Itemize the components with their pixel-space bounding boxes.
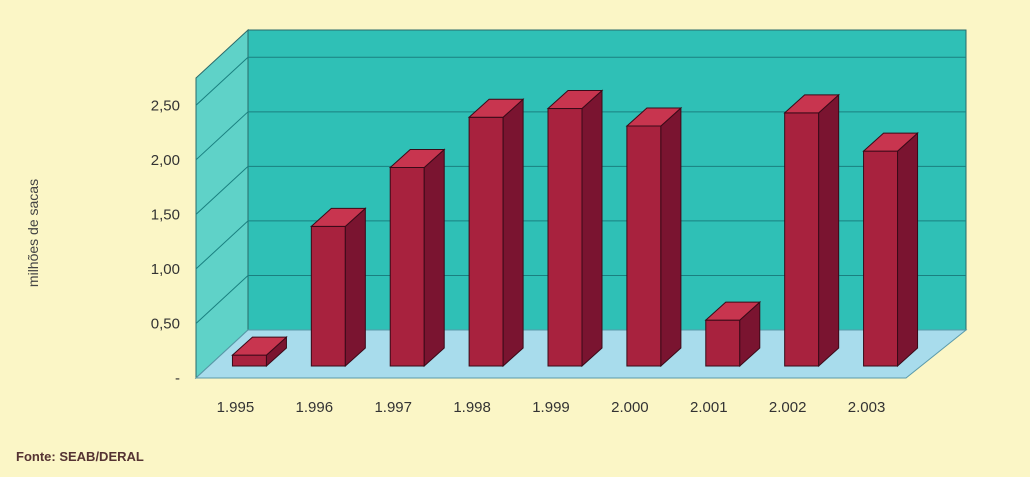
bar <box>625 106 683 368</box>
x-tick-label: 1.999 <box>532 399 570 416</box>
bar-front <box>705 319 741 367</box>
side-wall <box>195 28 249 380</box>
gridline <box>195 56 966 106</box>
x-tick-label: 2.003 <box>848 399 886 416</box>
y-axis-label: milhões de sacas <box>25 179 41 287</box>
bar-front <box>231 354 267 367</box>
bar-top <box>388 148 446 168</box>
y-tick-label: 1,50 <box>151 206 180 223</box>
gridline <box>195 220 966 270</box>
bar-top <box>862 132 919 152</box>
y-tick-label: 2,50 <box>151 97 180 114</box>
bar-top <box>467 98 525 118</box>
bar <box>546 89 604 368</box>
y-tick-label: 0,50 <box>151 315 180 332</box>
y-tick-label: 2,00 <box>151 152 180 169</box>
x-tick-label: 2.000 <box>611 399 649 416</box>
y-tick-label: 1,00 <box>151 261 180 278</box>
bar-side <box>502 98 524 368</box>
y-tick-label: - <box>175 370 180 387</box>
x-tick-label: 2.002 <box>769 399 807 416</box>
bar <box>310 207 367 368</box>
bar-side <box>423 148 445 368</box>
bar-side <box>818 93 840 368</box>
bar <box>704 301 762 368</box>
bar-top <box>625 107 683 127</box>
bar-top <box>546 90 604 110</box>
bar-front <box>626 125 662 367</box>
x-tick-label: 1.995 <box>217 399 255 416</box>
bars <box>231 89 919 368</box>
gridline <box>195 165 966 215</box>
bar <box>783 93 840 368</box>
x-tick-label: 1.997 <box>374 399 412 416</box>
bar-front <box>784 112 820 367</box>
x-tick-label: 1.998 <box>453 399 491 416</box>
bar <box>388 148 446 368</box>
bar <box>467 98 525 368</box>
bar-top <box>310 207 367 227</box>
back-wall <box>247 29 967 331</box>
x-tick-label: 2.001 <box>690 399 728 416</box>
bar <box>862 131 919 368</box>
gridline <box>195 111 966 161</box>
bar-side <box>660 106 682 368</box>
bar-side <box>897 131 919 368</box>
bar-front <box>468 116 504 367</box>
gridlines <box>195 56 966 324</box>
bar-top <box>783 94 840 114</box>
gridline <box>195 274 966 324</box>
bar-side <box>344 207 366 368</box>
bar-front <box>389 166 425 367</box>
x-axis-ticks: 1.995 1.996 1.997 1.998 1.999 2.000 2.001 2.002… <box>217 399 886 416</box>
bar <box>231 335 288 368</box>
bar-front <box>863 150 899 367</box>
bar-front <box>310 225 346 367</box>
bar-top <box>231 336 288 356</box>
y-axis-ticks: - 0,50 1,00 1,50 2,00 2,50 <box>151 97 180 387</box>
bar-side <box>581 89 603 368</box>
bar-front <box>547 108 583 367</box>
bar-top <box>704 301 762 321</box>
source-note: Fonte: SEAB/DERAL <box>16 449 144 464</box>
chart-walls <box>194 28 968 380</box>
x-tick-label: 1.996 <box>296 399 334 416</box>
